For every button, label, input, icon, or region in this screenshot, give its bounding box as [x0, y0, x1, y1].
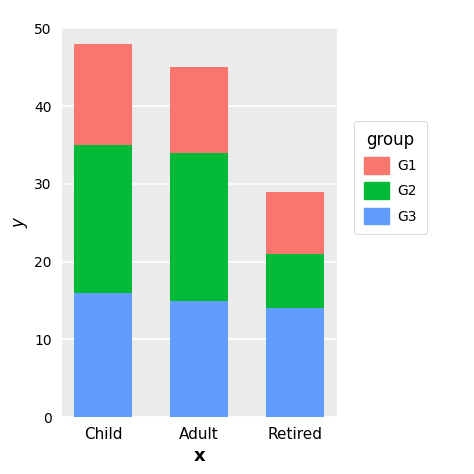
Bar [74, 145, 132, 293]
Bar [266, 308, 324, 417]
Bar [74, 44, 132, 145]
Legend: G1, G2, G3: G1, G2, G3 [355, 121, 427, 234]
Bar [74, 293, 132, 417]
Bar [170, 301, 228, 417]
Bar [266, 191, 324, 254]
Bar [170, 67, 228, 153]
Bar [170, 153, 228, 301]
Bar [266, 254, 324, 308]
X-axis label: x: x [193, 447, 205, 465]
Y-axis label: y: y [11, 218, 29, 228]
